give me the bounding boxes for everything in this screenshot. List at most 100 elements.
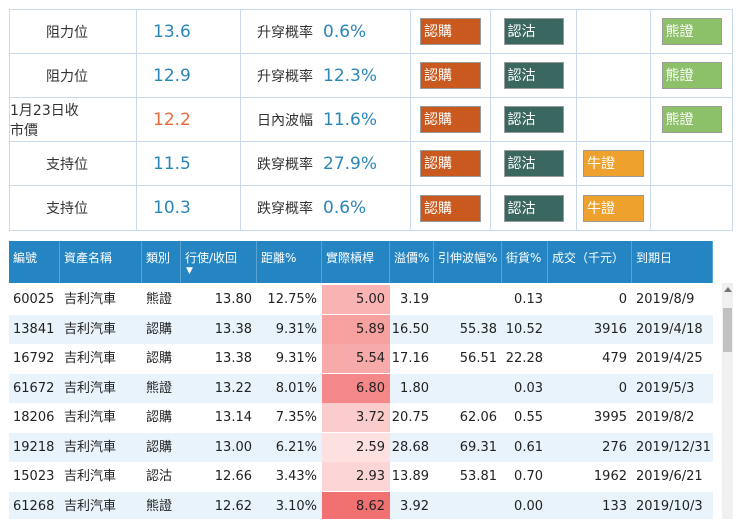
level-button-cell xyxy=(577,10,651,53)
level-button-cell: 認購 xyxy=(411,10,491,53)
header-label: 溢價% xyxy=(394,251,430,265)
table-row[interactable]: 61268 吉利汽車 熊證 12.62 3.10% 8.62 3.92 0.00 133 2019… xyxy=(9,491,713,519)
header-label: 編號 xyxy=(13,251,38,265)
metric-label: 升穿概率 xyxy=(257,68,313,85)
cell-type: 熊證 xyxy=(146,380,173,396)
cell-strike: 13.22 xyxy=(214,380,252,396)
call-button[interactable]: 認購 xyxy=(420,18,481,45)
put-button[interactable]: 認沽 xyxy=(503,106,564,133)
cell-strike: 13.14 xyxy=(214,410,252,425)
cell-code: 61268 xyxy=(13,498,55,514)
call-button[interactable]: 認購 xyxy=(420,106,481,133)
cell-asset-name: 吉利汽車 xyxy=(64,351,117,366)
level-metric: 跌穿概率 0.6% xyxy=(241,186,411,230)
header-outstanding[interactable]: 街貨% xyxy=(502,241,548,283)
cell-turnover: 1962 xyxy=(593,469,627,484)
sort-descending-icon[interactable]: ▼ xyxy=(186,266,193,276)
scrollbar-thumb[interactable] xyxy=(723,308,732,352)
call-button[interactable]: 認購 xyxy=(420,194,481,222)
metric-value: 27.9% xyxy=(323,153,378,174)
level-price: 10.3 xyxy=(137,186,241,230)
metric-label: 跌穿概率 xyxy=(257,201,313,217)
cell-type: 熊證 xyxy=(146,292,173,307)
put-button[interactable]: 認沽 xyxy=(503,194,564,222)
cell-premium: 16.50 xyxy=(391,321,429,337)
header-strike[interactable]: 行使/收回 ▼ xyxy=(181,241,257,283)
call-button[interactable]: 認購 xyxy=(420,150,481,177)
metric-value: 0.6% xyxy=(323,198,367,218)
cell-premium: 17.16 xyxy=(391,351,429,366)
table-row[interactable]: 60025 吉利汽車 熊證 13.80 12.75% 5.00 3.19 0.13 0 2019/… xyxy=(9,285,713,314)
table-row[interactable]: 13841 吉利汽車 認購 13.38 9.31% 5.89 16.50 55.38 10.52… xyxy=(9,314,713,344)
header-code[interactable]: 編號 xyxy=(9,241,60,283)
header-asset-name[interactable]: 資產名稱 xyxy=(60,241,142,283)
metric-value: 12.3% xyxy=(323,65,378,86)
cell-code: 19218 xyxy=(13,439,55,455)
level-label: 支持位 xyxy=(10,186,137,230)
put-button[interactable]: 認沽 xyxy=(503,18,564,45)
cell-implied-vol xyxy=(434,374,502,403)
put-button[interactable]: 認沽 xyxy=(503,150,564,177)
header-premium[interactable]: 溢價% xyxy=(390,241,434,283)
cell-strike: 13.38 xyxy=(214,321,252,337)
level-row: 支持位 11.5 跌穿概率 27.9% 認購 認沽 牛證 xyxy=(10,142,732,186)
cell-type: 認購 xyxy=(146,439,173,455)
cell-distance: 7.35% xyxy=(275,410,317,425)
cell-leverage: 6.80 xyxy=(322,373,390,403)
price-levels-table: 阻力位 13.6 升穿概率 0.6% 認購 認沽 熊證 阻力位 12.9 升穿概率 12.3% 認購認… xyxy=(9,9,733,231)
cell-distance: 6.21% xyxy=(275,439,317,455)
level-button-cell: 熊證 xyxy=(651,54,732,97)
header-expiry[interactable]: 到期日 xyxy=(632,241,713,283)
cell-expiry: 2019/10/3 xyxy=(636,498,703,514)
cell-strike: 13.38 xyxy=(214,351,252,366)
table-row[interactable]: 18206 吉利汽車 認購 13.14 7.35% 3.72 20.75 62.06 0.55 3… xyxy=(9,403,713,432)
level-row: 阻力位 13.6 升穿概率 0.6% 認購 認沽 熊證 xyxy=(10,10,732,54)
level-price: 12.2 xyxy=(137,98,241,141)
level-price: 12.9 xyxy=(137,54,241,97)
header-distance[interactable]: 距離% xyxy=(257,241,322,283)
bear-button[interactable]: 熊證 xyxy=(661,62,722,89)
level-button-cell: 認購 xyxy=(411,142,491,185)
cell-premium: 3.19 xyxy=(400,292,429,307)
cell-type: 認購 xyxy=(146,410,173,425)
table-row[interactable]: 15023 吉利汽車 認沽 12.66 3.43% 2.93 13.89 53.81 0.70 1… xyxy=(9,462,713,491)
put-button[interactable]: 認沽 xyxy=(503,62,564,89)
cell-leverage: 2.93 xyxy=(322,462,390,491)
cell-type: 熊證 xyxy=(146,498,173,514)
level-row: 支持位 10.3 跌穿概率 0.6% 認購 認沽 牛證 xyxy=(10,186,732,230)
table-row[interactable]: 19218 吉利汽車 認購 13.00 6.21% 2.59 28.68 69.31 0.61 2… xyxy=(9,432,713,462)
cell-code: 16792 xyxy=(13,351,55,366)
header-label: 資產名稱 xyxy=(64,251,113,265)
level-button-cell: 牛證 xyxy=(577,186,651,230)
cell-expiry: 2019/6/21 xyxy=(636,469,703,484)
level-button-cell xyxy=(651,142,732,185)
scroll-up-arrow-icon[interactable] xyxy=(724,287,732,292)
cell-strike: 13.80 xyxy=(214,292,252,307)
cell-asset-name: 吉利汽車 xyxy=(64,380,117,396)
header-type[interactable]: 類別 xyxy=(142,241,181,283)
cell-premium: 1.80 xyxy=(400,380,429,396)
table-row[interactable]: 61672 吉利汽車 熊證 13.22 8.01% 6.80 1.80 0.03 0 2019/5… xyxy=(9,373,713,403)
bull-button[interactable]: 牛證 xyxy=(583,150,644,177)
header-leverage[interactable]: 實際槓桿 xyxy=(322,241,390,283)
level-button-cell: 認購 xyxy=(411,98,491,141)
cell-leverage: 5.89 xyxy=(322,314,390,344)
level-button-cell: 熊證 xyxy=(651,98,732,141)
cell-premium: 28.68 xyxy=(391,439,429,455)
call-button[interactable]: 認購 xyxy=(420,62,481,89)
header-turnover[interactable]: 成交（千元） xyxy=(548,241,632,283)
cell-turnover: 3916 xyxy=(593,321,627,337)
cell-outstanding: 0.13 xyxy=(514,292,543,307)
cell-outstanding: 0.00 xyxy=(514,498,543,514)
cell-code: 61672 xyxy=(13,380,55,396)
level-price: 13.6 xyxy=(137,10,241,53)
bear-button[interactable]: 熊證 xyxy=(661,106,722,133)
bull-button[interactable]: 牛證 xyxy=(583,194,644,222)
bear-button[interactable]: 熊證 xyxy=(661,18,722,45)
scrollbar-track[interactable] xyxy=(722,283,733,519)
table-row[interactable]: 16792 吉利汽車 認購 13.38 9.31% 5.54 17.16 56.51 22.28… xyxy=(9,344,713,373)
header-implied-vol[interactable]: 引伸波幅% xyxy=(434,241,502,283)
level-metric: 升穿概率 12.3% xyxy=(241,54,411,97)
table-header: 編號 資產名稱 類別 行使/收回 ▼ 距離% 實際槓桿 溢價% 引伸波幅% 街貨% 成交（千元） 到期… xyxy=(9,241,713,283)
level-button-cell xyxy=(651,186,732,230)
